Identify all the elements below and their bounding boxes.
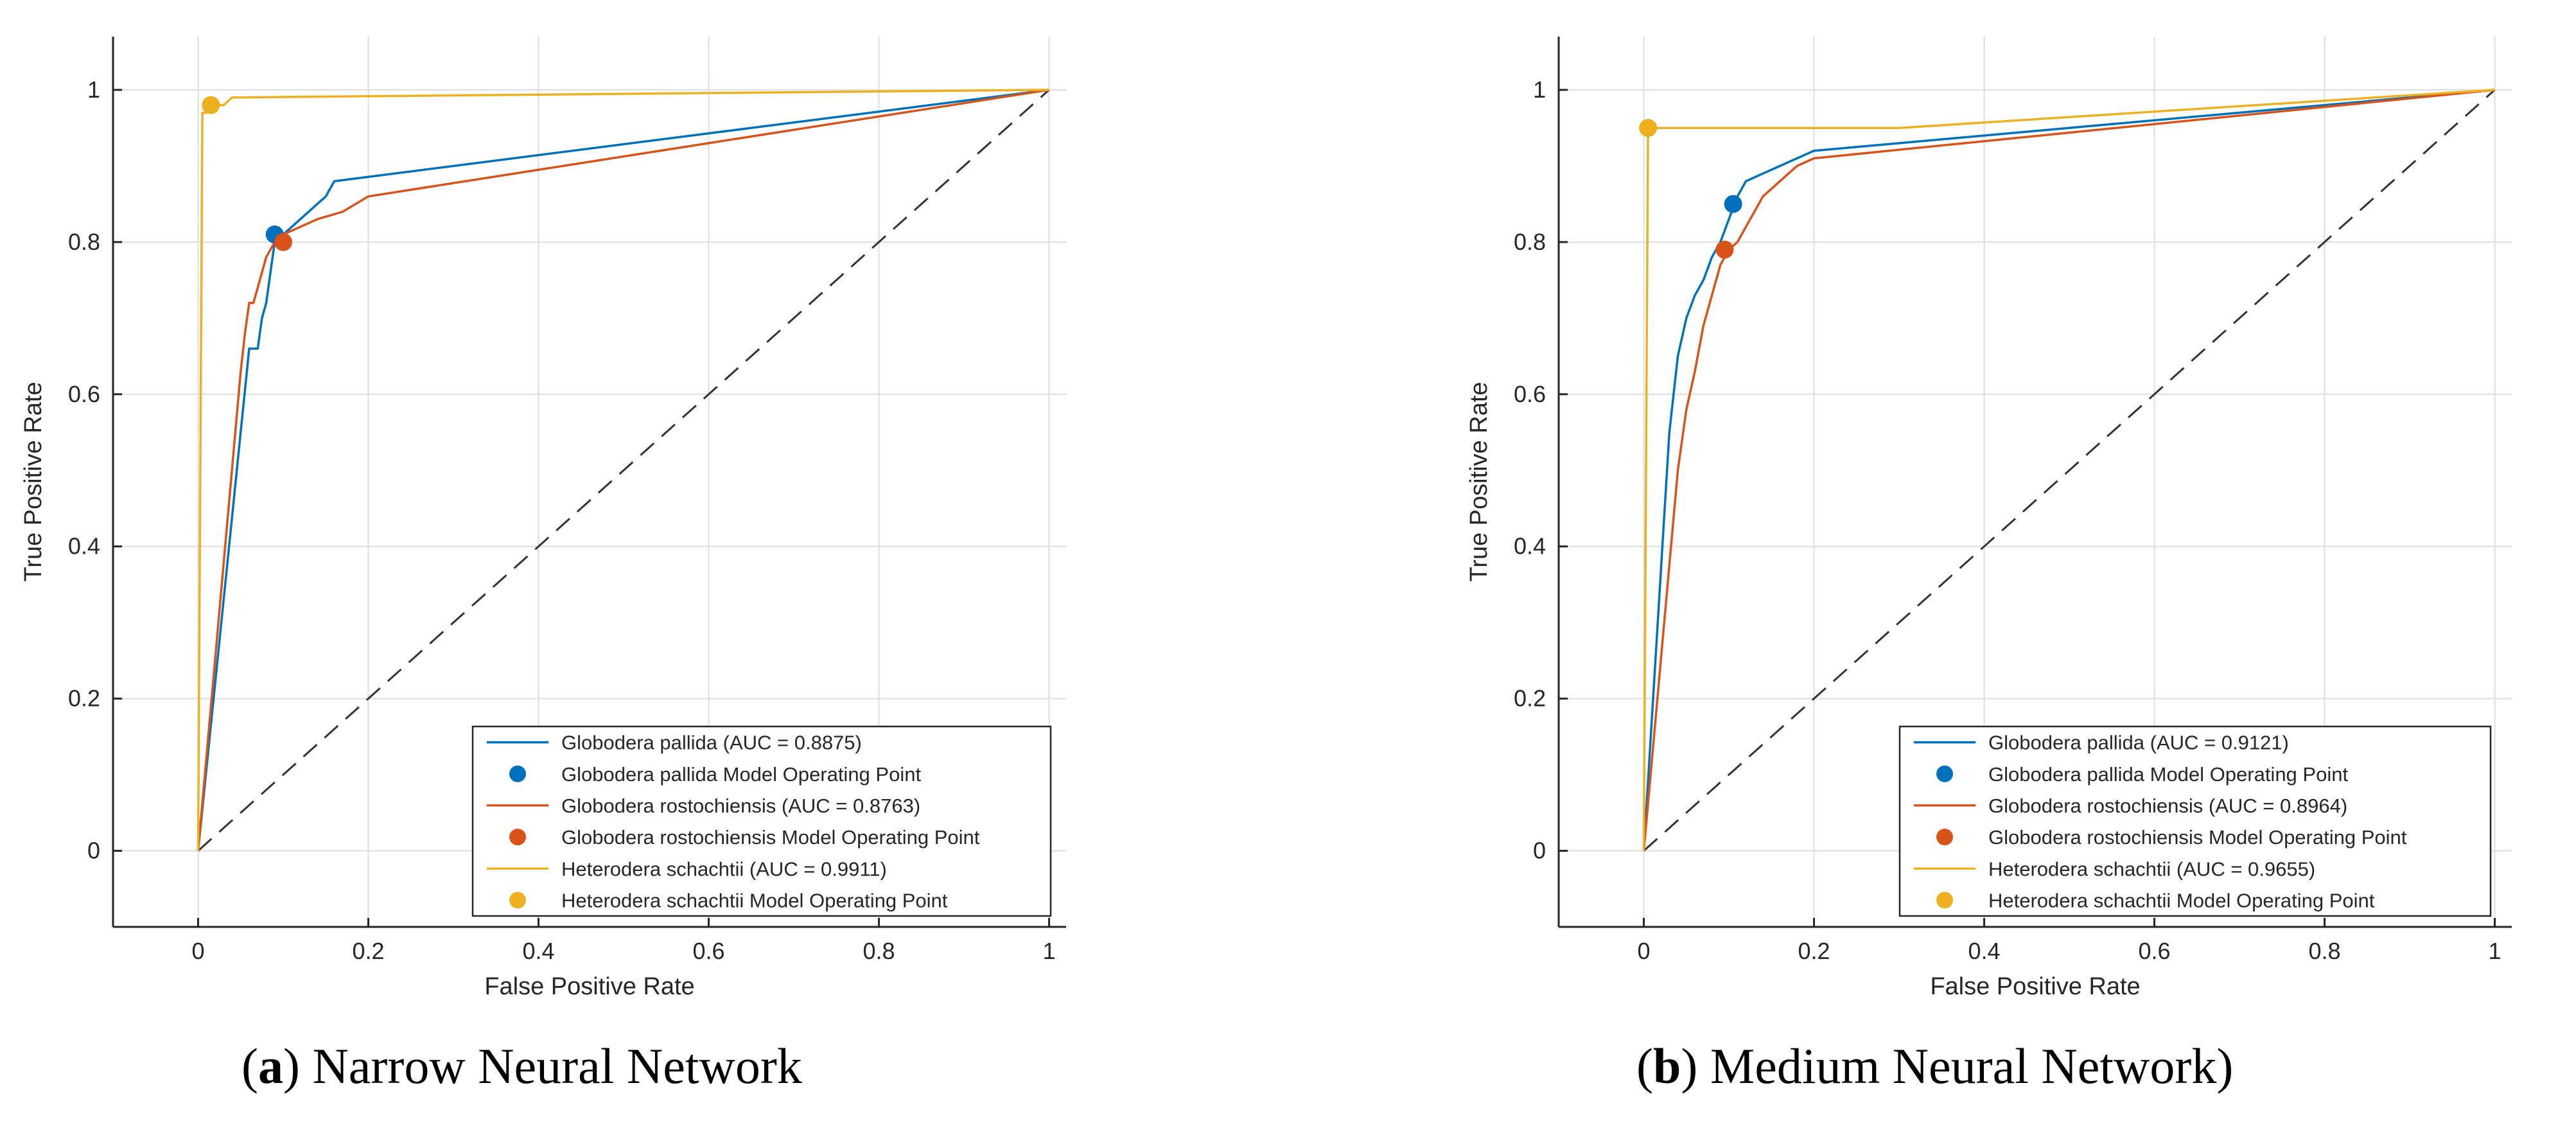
panel-a-curve-2 <box>197 89 1049 851</box>
caption-a-letter: a <box>258 1038 283 1094</box>
panel-b-curve-4 <box>1642 89 2495 851</box>
panel-b-ytick-label-0: 0 <box>1533 838 1546 864</box>
panel-a-diagonal <box>197 89 1050 852</box>
panel-b-ytick-label-3: 0.6 <box>1514 381 1546 407</box>
panel-a-legend-label-5: Heterodera schachtii Model Operating Poi… <box>561 889 948 911</box>
panel-a-ylabel: True Positive Rate <box>20 382 47 581</box>
panel-b-operating-point-5 <box>1639 119 1658 137</box>
caption-b-text: Medium Neural Network) <box>1710 1038 2234 1094</box>
caption-b: (b) Medium Neural Network) <box>1636 1038 2234 1094</box>
panel-a-ytick-label-5: 1 <box>87 76 100 103</box>
panel-a-legend-label-3: Globodera rostochiensis Model Operating … <box>561 826 980 849</box>
panel-b-operating-point-3 <box>1715 240 1734 259</box>
panel-a-operating-point-5 <box>202 96 220 114</box>
panel-a-ytick-label-1: 0.2 <box>68 685 100 712</box>
panel-b-legend-marker-5 <box>1936 892 1953 909</box>
panel-b: 0 0.2 0.4 0.6 0.8 1 0 0.2 0.4 0.6 0.8 1 False Positi… <box>1466 37 2512 1000</box>
panel-b-legend-box <box>1898 725 2492 917</box>
panel-b-legend-label-2: Globodera rostochiensis (AUC = 0.8964) <box>1988 795 2347 817</box>
panel-b-ytick-label-5: 1 <box>1533 76 1546 103</box>
panel-a-ytick-label-0: 0 <box>87 838 100 864</box>
panel-a-xtick-label-1: 0.2 <box>352 938 384 964</box>
caption-a: (a) Narrow Neural Network <box>241 1038 802 1094</box>
panel-a-legend-marker-3 <box>509 829 526 846</box>
panel-a-xtick-label-5: 1 <box>1042 938 1055 964</box>
panel-b-legend-marker-1 <box>1936 765 1953 782</box>
panel-b-xtick-label-3: 0.6 <box>2138 938 2170 964</box>
panel-a-legend-marker-1 <box>509 765 526 782</box>
panel-a-ytick-label-3: 0.6 <box>68 381 100 407</box>
panel-a-xtick-label-3: 0.6 <box>692 938 724 964</box>
panel-a-xtick-label-4: 0.8 <box>863 938 895 964</box>
panel-a-legend-box <box>471 725 1052 917</box>
panel-a-legend-label-1: Globodera pallida Model Operating Point <box>561 763 921 786</box>
panel-a-ytick-label-2: 0.4 <box>68 533 100 559</box>
panel-b-legend-label-1: Globodera pallida Model Operating Point <box>1988 763 2348 786</box>
panel-b-legend: Globodera pallida (AUC = 0.9121) Globoder… <box>1898 725 2492 917</box>
panel-b-xtick-label-0: 0 <box>1637 938 1650 964</box>
panel-b-ylabel: True Positive Rate <box>1466 382 1493 581</box>
caption-a-text: Narrow Neural Network <box>312 1038 802 1094</box>
panel-a-ytick-label-4: 0.8 <box>68 229 100 255</box>
panel-b-legend-label-0: Globodera pallida (AUC = 0.9121) <box>1988 732 2289 754</box>
panel-a-legend-label-2: Globodera rostochiensis (AUC = 0.8763) <box>561 795 920 817</box>
panel-b-xtick-label-5: 1 <box>2488 938 2501 964</box>
panel-b-legend-label-4: Heterodera schachtii (AUC = 0.9655) <box>1988 858 2315 880</box>
panel-b-ytick-label-2: 0.4 <box>1514 533 1546 559</box>
panel-a-xtick-label-0: 0 <box>191 938 204 964</box>
panel-b-xtick-label-2: 0.4 <box>1968 938 2000 964</box>
caption-b-letter: b <box>1652 1038 1681 1094</box>
panel-a-legend-label-0: Globodera pallida (AUC = 0.8875) <box>561 732 862 754</box>
panel-b-legend-marker-3 <box>1936 829 1953 846</box>
panel-b-xtick-label-1: 0.2 <box>1798 938 1830 964</box>
panel-b-ytick-label-4: 0.8 <box>1514 229 1546 255</box>
panel-b-curve-0 <box>1642 89 2495 851</box>
panel-a-xtick-label-2: 0.4 <box>522 938 554 964</box>
panel-b-xlabel: False Positive Rate <box>1930 973 2140 1000</box>
panel-b-ytick-label-1: 0.2 <box>1514 685 1546 712</box>
panel-a-legend-label-4: Heterodera schachtii (AUC = 0.9911) <box>561 858 887 880</box>
panel-b-curve-2 <box>1642 89 2495 851</box>
panel-b-legend-label-3: Globodera rostochiensis Model Operating … <box>1988 826 2407 849</box>
panel-b-xtick-label-4: 0.8 <box>2308 938 2340 964</box>
panel-a-operating-point-3 <box>274 233 292 251</box>
panel-a-xlabel: False Positive Rate <box>484 973 694 1000</box>
panel-b-diagonal <box>1643 89 2496 852</box>
panel-a-legend: Globodera pallida (AUC = 0.8875) Globoder… <box>471 725 1052 917</box>
panel-a-legend-marker-5 <box>509 892 526 909</box>
panel-a: 0 0.2 0.4 0.6 0.8 1 0 0.2 0.4 0.6 0.8 1 False Positi… <box>20 37 1066 1000</box>
panel-b-legend-label-5: Heterodera schachtii Model Operating Poi… <box>1988 889 2375 911</box>
panel-b-operating-point-1 <box>1724 195 1742 213</box>
